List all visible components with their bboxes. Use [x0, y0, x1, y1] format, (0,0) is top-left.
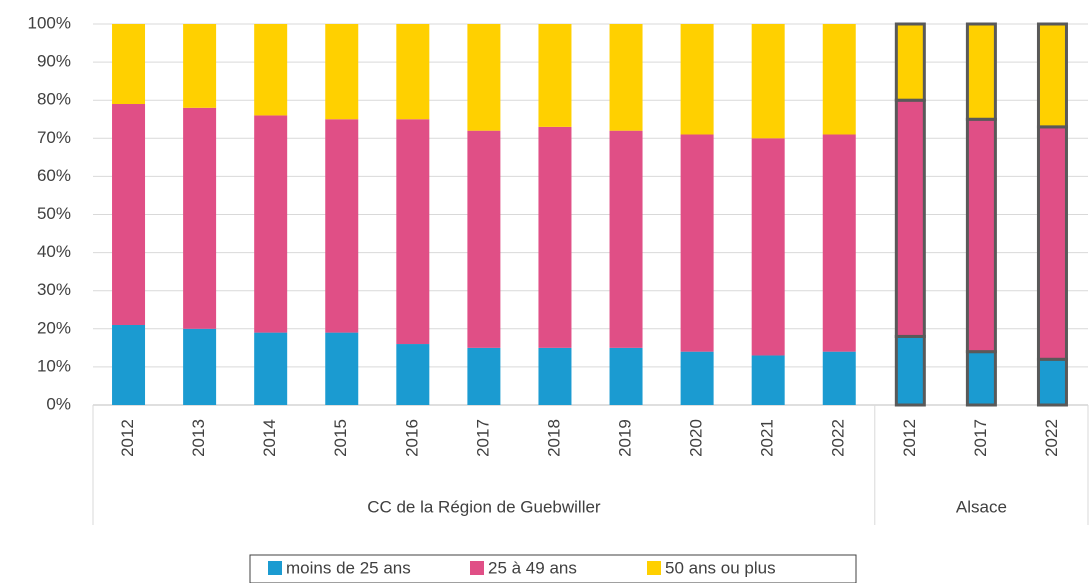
x-tick-label: 2015: [331, 419, 350, 457]
y-tick-label: 20%: [37, 318, 71, 337]
bar-segment: [1036, 125, 1068, 361]
legend-label: moins de 25 ans: [286, 558, 411, 577]
bar-segment: [183, 328, 217, 405]
bar-segment: [112, 324, 146, 405]
bar-segment: [467, 130, 501, 348]
bar-segment: [609, 24, 643, 131]
group-label: Alsace: [956, 497, 1007, 516]
bar-segment: [112, 104, 146, 325]
y-tick-label: 100%: [28, 13, 71, 32]
bar-segment: [112, 24, 146, 105]
bar-segment: [1036, 357, 1068, 407]
bar-segment: [822, 24, 856, 135]
bar-segment: [183, 24, 217, 108]
bar-segment: [894, 334, 926, 407]
legend-swatch: [470, 561, 484, 575]
bar-segment: [609, 130, 643, 348]
legend-box: [249, 554, 857, 583]
y-tick-label: 30%: [37, 280, 71, 299]
bar-segment: [822, 134, 856, 352]
bar-segment: [751, 24, 785, 139]
x-tick-label: 2017: [473, 419, 492, 457]
x-tick-label: 2022: [1042, 419, 1061, 457]
legend-swatch: [647, 561, 661, 575]
bar-segment: [467, 347, 501, 405]
bar-segment: [609, 347, 643, 405]
bar-segment: [396, 24, 430, 120]
y-tick-label: 70%: [37, 128, 71, 147]
bar-segment: [538, 347, 572, 405]
x-tick-label: 2013: [189, 419, 208, 457]
y-tick-label: 40%: [37, 242, 71, 261]
legend-swatch: [268, 561, 282, 575]
x-tick-label: 2012: [900, 419, 919, 457]
bar-segment: [538, 24, 572, 127]
y-tick-label: 90%: [37, 52, 71, 71]
x-tick-label: 2021: [758, 419, 777, 457]
bar-segment: [254, 24, 288, 116]
bar-segment: [467, 24, 501, 131]
y-tick-label: 60%: [37, 166, 71, 185]
bar-segment: [396, 119, 430, 345]
y-tick-label: 80%: [37, 90, 71, 109]
x-tick-label: 2014: [260, 419, 279, 457]
x-tick-label: 2020: [687, 419, 706, 457]
y-tick-label: 10%: [37, 356, 71, 375]
bar-segment: [325, 24, 359, 120]
bar-segment: [183, 107, 217, 329]
bar-segment: [894, 22, 926, 102]
bar-segment: [965, 22, 997, 121]
bar-segment: [822, 351, 856, 405]
bar-segment: [325, 332, 359, 405]
bar-segment: [680, 351, 714, 405]
x-tick-label: 2022: [829, 419, 848, 457]
bar-segment: [965, 117, 997, 354]
x-tick-label: 2017: [971, 419, 990, 457]
bar-segment: [680, 134, 714, 352]
group-label: CC de la Région de Guebwiller: [367, 497, 601, 516]
bar-segment: [894, 98, 926, 338]
legend-label: 25 à 49 ans: [488, 558, 577, 577]
bar-segment: [1036, 22, 1068, 129]
bar-segment: [254, 115, 288, 333]
bar-segment: [751, 138, 785, 356]
x-tick-label: 2016: [402, 419, 421, 457]
legend-label: 50 ans ou plus: [665, 558, 776, 577]
x-tick-label: 2012: [118, 419, 137, 457]
y-tick-label: 0%: [46, 394, 71, 413]
bar-segment: [965, 350, 997, 407]
bar-segment: [680, 24, 714, 135]
bar-segment: [254, 332, 288, 405]
bar-segment: [325, 119, 359, 333]
bar-segment: [751, 355, 785, 405]
x-tick-label: 2019: [616, 419, 635, 457]
bar-segment: [396, 344, 430, 405]
x-tick-label: 2018: [544, 419, 563, 457]
y-tick-label: 50%: [37, 204, 71, 223]
bar-segment: [538, 126, 572, 348]
